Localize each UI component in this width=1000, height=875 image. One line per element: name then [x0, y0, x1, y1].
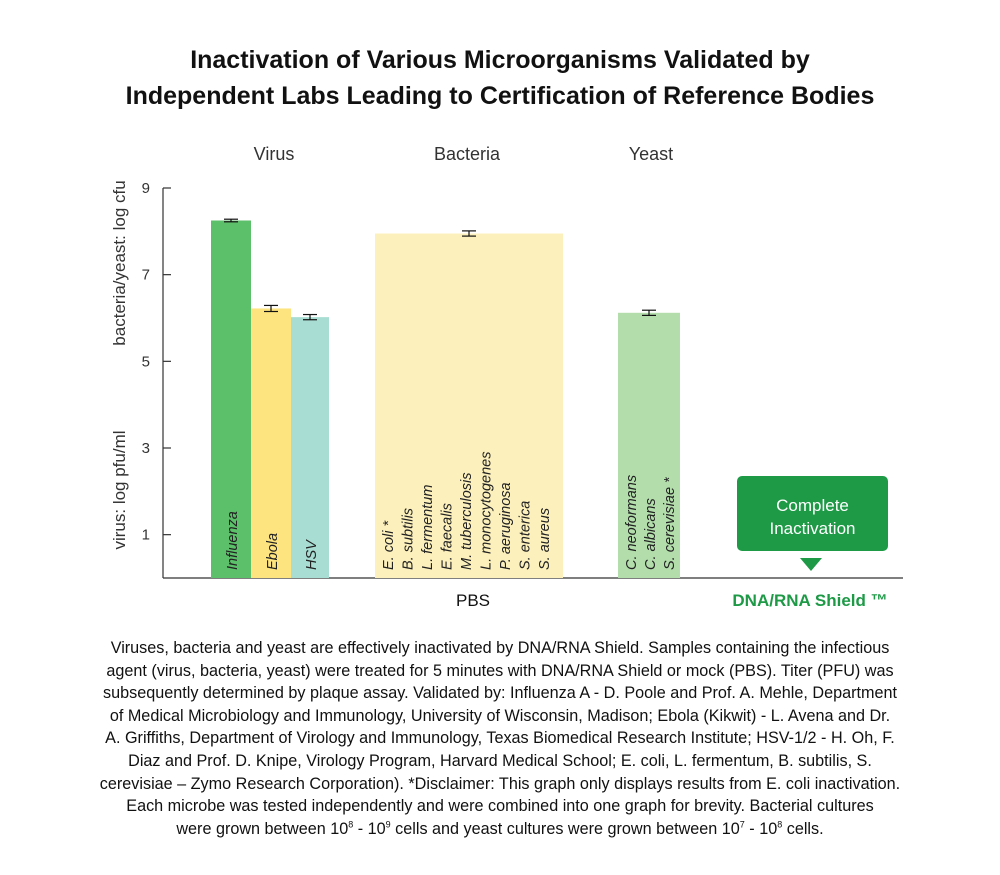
bar-label: HSV [304, 539, 320, 570]
caption-text: were grown between 10 [176, 819, 349, 838]
y-tick-label: 3 [142, 440, 150, 457]
group-label-virus: Virus [254, 144, 295, 164]
bar-c-neoformans [618, 312, 680, 578]
bar-label: S. cerevisiae * [662, 476, 678, 570]
y-tick-label: 1 [142, 527, 150, 544]
bar-label: Ebola [265, 533, 281, 570]
caption-line: were grown between 108 - 109 cells and y… [38, 818, 962, 841]
bar-label: E. coli * [381, 519, 397, 570]
bar-label: M. tuberculosis [459, 472, 475, 570]
caption-line: agent (virus, bacteria, yeast) were trea… [106, 661, 894, 680]
bar-label: S. enterica [518, 501, 534, 570]
caption-text: - 10 [353, 819, 386, 838]
condition-label-shield: DNA/RNA Shield ™ [732, 591, 887, 610]
callout-pointer-icon [800, 558, 822, 571]
caption-line: of Medical Microbiology and Immunology, … [109, 706, 891, 725]
y-axis-label-bacteria-yeast: bacteria/yeast: log cfu [110, 180, 129, 345]
bar-label: C. albicans [643, 498, 659, 570]
chart-title-line-1: Inactivation of Various Microorganisms V… [190, 46, 810, 74]
bar-ebola [251, 308, 291, 578]
group-label-bacteria: Bacteria [434, 144, 501, 164]
callout-text-line-1: Complete [776, 496, 849, 515]
figure-caption: Viruses, bacteria and yeast are effectiv… [38, 637, 962, 840]
caption-text: cells. [782, 819, 824, 838]
label-layer: Virus Bacteria Yeast PBS DNA/RNA Shield ™ Inf… [225, 144, 888, 610]
y-tick-label: 9 [142, 180, 150, 197]
caption-line: subsequently determined by plaque assay.… [103, 684, 897, 703]
y-tick-label: 7 [142, 267, 150, 284]
bar-influenza [211, 220, 251, 578]
caption-exponent: 8 [777, 819, 783, 830]
bar-label: L. fermentum [420, 485, 436, 570]
bar-label: S. aureus [537, 508, 553, 570]
bar-layer [211, 218, 680, 578]
complete-inactivation-callout [737, 476, 888, 551]
chart-title: Inactivation of Various Microorganisms V… [0, 42, 1000, 114]
condition-label-pbs: PBS [456, 591, 490, 610]
callout-text-line-2: Inactivation [770, 519, 856, 538]
caption-text: cells and yeast cultures were grown betw… [390, 819, 740, 838]
caption-line: A. Griffiths, Department of Virology and… [105, 729, 895, 748]
chart-title-line-2: Independent Labs Leading to Certificatio… [125, 82, 875, 110]
caption-line: Diaz and Prof. D. Knipe, Virology Progra… [128, 751, 872, 770]
bar-label: C. neoformans [624, 475, 640, 570]
caption-exponent: 8 [348, 819, 354, 830]
axis-layer: 1 3 5 7 9 virus: log pfu/ml bacteria/yeast: lo… [110, 180, 903, 579]
bar-label: L. monocytogenes [479, 452, 495, 571]
bar-label: P. aeruginosa [498, 482, 514, 570]
bar-label: E. faecalis [440, 503, 456, 570]
caption-line: Viruses, bacteria and yeast are effectiv… [110, 639, 890, 657]
bar-label: B. subtilis [401, 508, 417, 570]
y-axis-label-virus: virus: log pfu/ml [110, 430, 129, 549]
caption-line: Each microbe was tested independently an… [126, 797, 874, 816]
caption-exponent: 9 [385, 819, 391, 830]
caption-exponent: 7 [739, 819, 745, 830]
bar-hsv [291, 317, 329, 578]
group-label-yeast: Yeast [629, 144, 673, 164]
y-tick-label: 5 [142, 353, 150, 370]
caption-text: - 10 [744, 819, 778, 838]
bar-chart: 1 3 5 7 9 virus: log pfu/ml bacteria/yeast: lo… [110, 144, 903, 610]
caption-line: cerevisiae – Zymo Research Corporation).… [99, 774, 901, 793]
bar-e-coli [375, 233, 563, 578]
bar-label: Influenza [225, 511, 241, 570]
